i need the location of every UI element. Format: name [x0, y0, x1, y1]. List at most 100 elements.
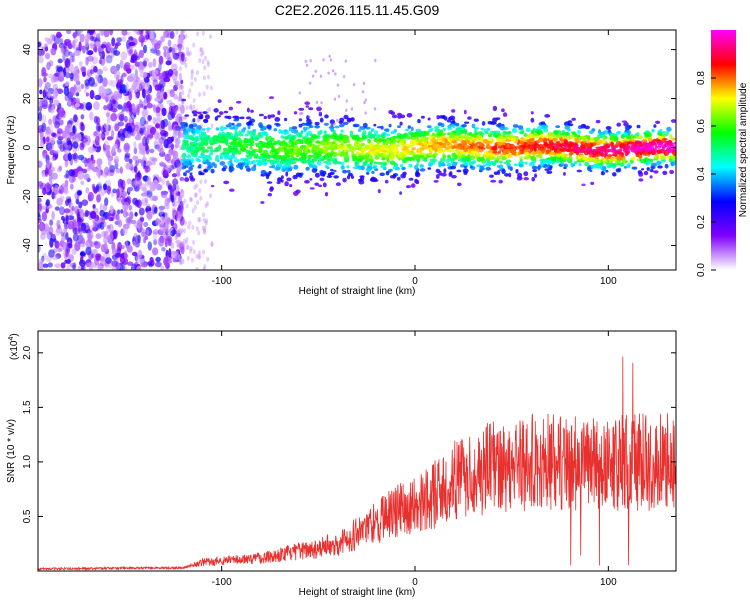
- spectrogram-cell: [77, 211, 81, 217]
- spectrogram-cell: [165, 60, 172, 66]
- spectrogram-cell: [280, 135, 284, 139]
- spectrogram-cell: [65, 232, 69, 241]
- spectrogram-cell: [421, 139, 427, 143]
- spectrogram-cell: [284, 160, 290, 166]
- spectrogram-cell: [144, 197, 148, 204]
- spectrogram-cell: [259, 141, 264, 147]
- spectrogram-cell: [234, 158, 240, 163]
- spectrogram-cell: [530, 111, 534, 115]
- spectrogram-cell: [191, 208, 195, 214]
- spectrogram-cell: [517, 125, 524, 129]
- spectrogram-cell: [467, 153, 471, 159]
- spectrogram-cell: [107, 106, 111, 114]
- spectrogram-cell: [311, 168, 318, 174]
- spectrogram-cell: [345, 155, 349, 160]
- spectrogram-cell: [102, 169, 108, 179]
- spectrogram-cell: [131, 54, 137, 63]
- spectrogram-cell: [69, 262, 77, 268]
- spectrogram-cell: [507, 131, 512, 135]
- spectrogram-cell: [185, 236, 189, 242]
- spectrogram-cell: [56, 247, 63, 253]
- spectrogram-cell: [73, 38, 79, 44]
- spectrogram-cell: [334, 72, 337, 76]
- spectrogram-cell: [193, 113, 198, 117]
- spectrogram-cell: [158, 137, 165, 145]
- spectrogram-cell: [343, 147, 348, 152]
- spectrogram-cell: [615, 168, 621, 173]
- spectrogram-cell: [314, 147, 319, 152]
- spectrogram-cell: [262, 126, 267, 130]
- spectrogram-cell: [602, 136, 607, 140]
- spectrogram-cell: [446, 163, 452, 167]
- spectrogram-cell: [41, 67, 47, 77]
- spectrogram-cell: [178, 162, 181, 168]
- spectrogram-cell: [408, 163, 413, 168]
- spectrogram-cell: [453, 122, 459, 126]
- spectrogram-cell: [262, 143, 268, 148]
- spectrogram-cell: [410, 126, 414, 131]
- spectrogram-cell: [38, 100, 41, 109]
- spectrogram-cell: [478, 142, 485, 147]
- spectrogram-cell: [65, 144, 72, 150]
- spectrogram-cell: [180, 84, 184, 90]
- spectrogram-cell: [588, 130, 594, 134]
- spectrogram-cell: [93, 101, 100, 111]
- spectrogram-cell: [326, 166, 330, 170]
- spectrogram-cell: [358, 158, 363, 163]
- spectrogram-cell: [624, 125, 631, 130]
- spectrogram-cell: [177, 172, 181, 178]
- spectrogram-cell: [114, 123, 120, 132]
- spectrogram-cell: [580, 123, 587, 129]
- spectrogram-cell: [531, 150, 537, 157]
- spectrogram-cell: [178, 258, 185, 265]
- spectrogram-cell: [179, 66, 183, 72]
- spectrogram-cell: [600, 152, 605, 157]
- spectrogram-cell: [213, 163, 218, 169]
- spectrogram-cell: [98, 188, 106, 197]
- spectrogram-cell: [200, 153, 205, 157]
- spectrogram-cell: [401, 150, 407, 155]
- spectrogram-cell: [490, 179, 497, 183]
- spectrogram-cell: [191, 158, 195, 164]
- spectrogram-cell: [427, 136, 433, 140]
- colorbar-tick-label: 0.0: [696, 263, 707, 277]
- spectrogram-cell: [97, 74, 103, 84]
- spectrogram-cell: [134, 134, 142, 141]
- spectrogram-cell: [434, 125, 440, 129]
- spectrogram-cell: [471, 123, 476, 129]
- spectrogram-cell: [210, 168, 215, 174]
- spectrogram-cell: [183, 172, 187, 177]
- spectrogram-cell: [322, 149, 329, 155]
- spectrogram-cell: [395, 166, 401, 171]
- spectrogram-cell: [305, 121, 312, 126]
- spectrogram-cell: [194, 192, 198, 198]
- snr-multiplier-exponent: 4: [8, 337, 15, 341]
- spectrogram-cell: [80, 210, 84, 220]
- spectrogram-cell: [402, 135, 408, 139]
- spectrogram-cell: [244, 133, 249, 137]
- spectrogram-cell: [420, 115, 425, 119]
- spectrogram-cell: [568, 156, 573, 161]
- spectrogram-cell: [641, 168, 645, 171]
- spectrogram-cell: [155, 122, 161, 129]
- spectrogram-cell: [357, 142, 361, 148]
- spectrogram-cell: [333, 134, 338, 138]
- spectrogram-cell: [75, 103, 80, 108]
- spectrogram-cell: [172, 209, 175, 215]
- spectrogram-cell: [524, 155, 530, 159]
- spectrogram-cell: [174, 144, 178, 150]
- spectrogram-cell: [184, 220, 187, 226]
- spectrogram-cell: [664, 151, 669, 156]
- spectrogram-cell: [179, 216, 185, 226]
- spectrogram-cell: [77, 226, 83, 232]
- spectrogram-cell: [263, 115, 267, 120]
- spectrogram-cell: [207, 74, 210, 80]
- spectrogram-cell: [180, 162, 183, 168]
- spectrogram-cell: [210, 184, 215, 188]
- spectrogram-cell: [55, 222, 59, 227]
- spectrogram-cell: [612, 172, 617, 177]
- spectrogram-cell: [493, 160, 497, 165]
- spectrogram-cell: [72, 39, 76, 49]
- spectrogram-cell: [274, 117, 281, 122]
- spectrogram-cell: [148, 61, 153, 68]
